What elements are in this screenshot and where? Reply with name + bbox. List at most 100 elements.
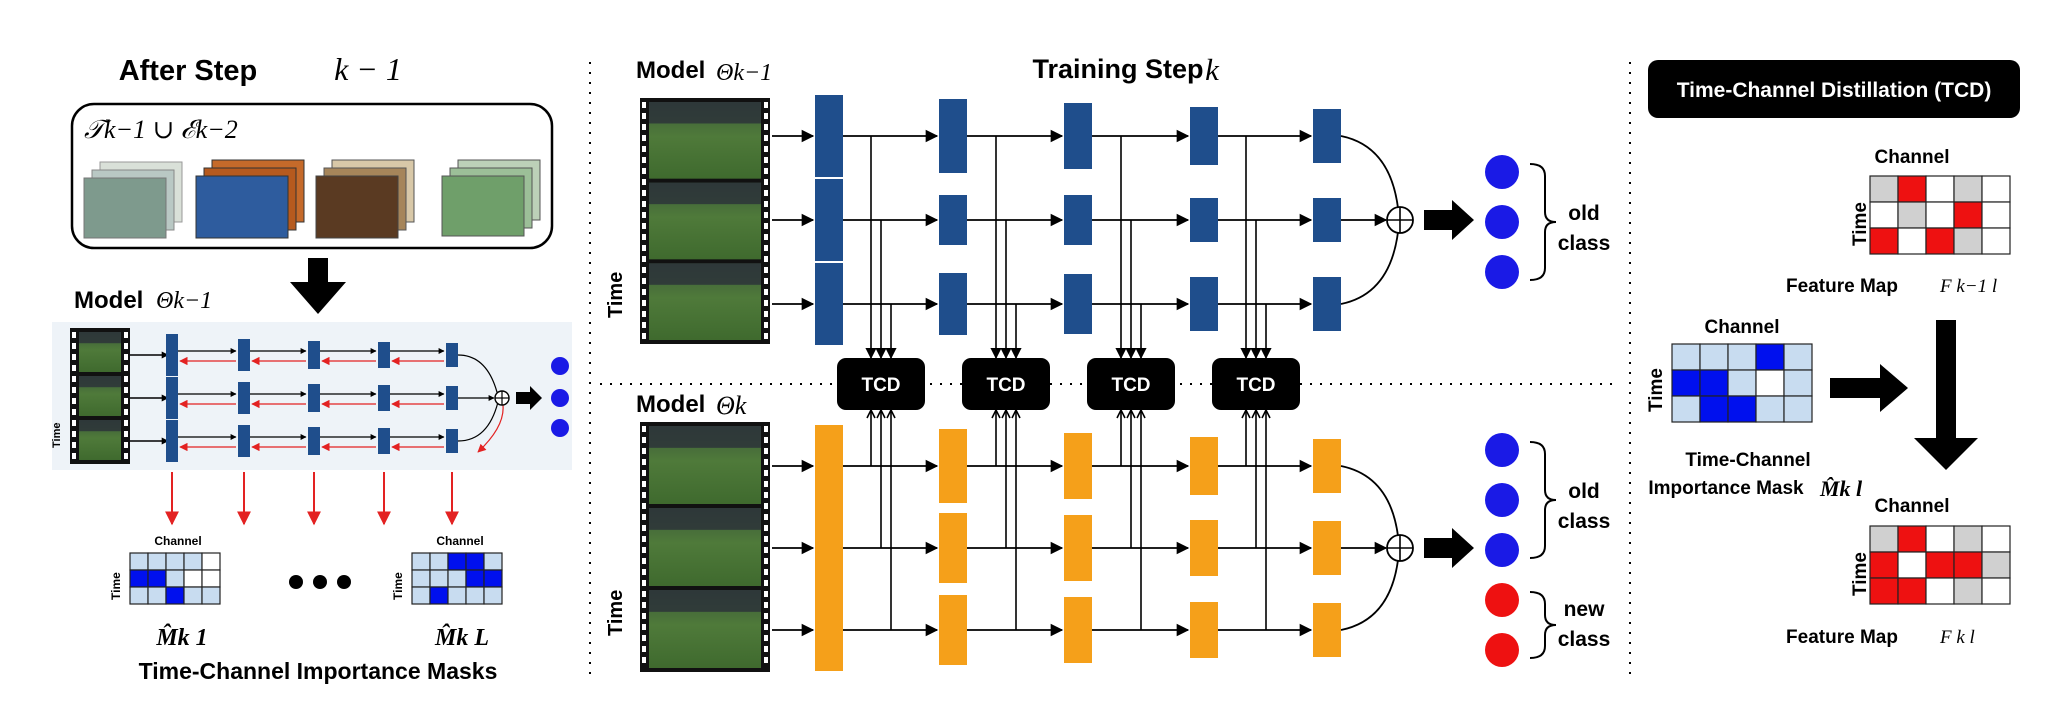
film-hole (124, 354, 128, 360)
output-arrow (516, 386, 542, 410)
old-class-circle (1485, 255, 1519, 289)
film-hole (72, 376, 76, 382)
output-arrow (1424, 528, 1474, 568)
new-model-block (815, 507, 843, 589)
feature-block (446, 343, 458, 367)
grid-cell (1981, 175, 2011, 203)
middle-network: TCD TCD TCD TCD (640, 95, 1557, 672)
grid-cell (411, 569, 431, 588)
mask-to-map-arrow (1830, 364, 1908, 412)
film-hole (764, 558, 768, 564)
tcd-box-bg (837, 358, 925, 410)
class-output (551, 389, 569, 407)
film-hole (124, 376, 128, 382)
film-hole (642, 267, 646, 273)
grid-cell (1699, 343, 1729, 371)
tcd-title: Time-Channel Distillation (TCD) (1677, 79, 1992, 102)
feature-block (308, 384, 320, 412)
film-hole (124, 442, 128, 448)
grid-cell (447, 586, 467, 605)
left-mask-first-channel: Channel (154, 534, 201, 548)
old-model-block (939, 273, 967, 335)
feature-block (238, 382, 250, 414)
old-class-label-2: class (1558, 232, 1611, 255)
middle-title-math: k (1205, 52, 1220, 87)
feature-map-prev-grid (1869, 175, 2011, 255)
fmap-cur-math: F k l (1939, 627, 1975, 648)
grid-cell (465, 569, 485, 588)
feature-block (446, 429, 458, 453)
class-output (551, 357, 569, 375)
film-hole (764, 492, 768, 498)
film-hole (764, 201, 768, 207)
ellipsis-dot (313, 575, 327, 589)
new-class-label-1: new (1564, 598, 1606, 621)
left-mask-last-channel: Channel (436, 534, 483, 548)
film-hole (764, 437, 768, 443)
film-hole (764, 481, 768, 487)
fmap-prev-math: F k−1 l (1939, 276, 1997, 297)
film-hole (124, 387, 128, 393)
grid-cell (147, 569, 167, 588)
class-brace (1529, 441, 1557, 559)
grid-cell (165, 586, 185, 605)
old-class-label-4: class (1558, 510, 1611, 533)
film-hole (764, 624, 768, 630)
down-arrow (290, 258, 346, 314)
film-hole (642, 223, 646, 229)
film-hole (764, 135, 768, 141)
new-model-block (1190, 520, 1218, 576)
grid-cell (1953, 551, 1983, 579)
video-frame-crowd (649, 508, 761, 530)
ellipsis-dot (337, 575, 351, 589)
dataset-box (70, 102, 554, 250)
ellipsis-dot (289, 575, 303, 589)
grid-cell (1869, 175, 1899, 203)
film-hole (764, 470, 768, 476)
film-hole (764, 426, 768, 432)
thumbnail-2 (195, 175, 289, 239)
grid-cell (165, 552, 185, 571)
left-film-strip (70, 328, 130, 464)
left-mask-last-time: Time (391, 572, 405, 600)
film-hole (124, 453, 128, 459)
film-hole (642, 657, 646, 663)
film-hole (642, 190, 646, 196)
class-brace (1529, 163, 1557, 281)
grid-cell (1727, 395, 1757, 423)
model-new-label: Model (636, 391, 705, 418)
left-mask-first-time: Time (109, 572, 123, 600)
film-hole (642, 333, 646, 339)
film-hole (72, 431, 76, 437)
video-frame-crowd (79, 420, 121, 432)
old-model-block (815, 263, 843, 345)
old-model-block (939, 195, 967, 245)
film-hole (124, 409, 128, 415)
film-hole (764, 613, 768, 619)
tcd-label: TCD (1236, 375, 1275, 396)
old-class-circle (1485, 533, 1519, 567)
film-hole (764, 289, 768, 295)
grid-cell (1897, 577, 1927, 605)
grid-cell (465, 586, 485, 605)
grid-cell (1671, 369, 1701, 397)
grid-cell (183, 586, 203, 605)
class-output (551, 419, 569, 437)
grid-cell (1783, 395, 1813, 423)
merge-curve (1340, 465, 1399, 537)
tcd-label: TCD (1111, 375, 1150, 396)
thumbnail-1 (83, 177, 167, 239)
model-old-label: Model (636, 57, 705, 84)
old-model-block (815, 95, 843, 177)
left-model-math: Θk−1 (156, 288, 212, 314)
grid-cell (429, 586, 449, 605)
film-hole (642, 448, 646, 454)
film-hole (764, 525, 768, 531)
grid-cell (1925, 577, 1955, 605)
film-hole (764, 635, 768, 641)
film-hole (642, 459, 646, 465)
film-hole (124, 365, 128, 371)
film-hole (642, 300, 646, 306)
film-hole (764, 503, 768, 509)
mask-first-math: M̂k 1 (155, 624, 207, 651)
